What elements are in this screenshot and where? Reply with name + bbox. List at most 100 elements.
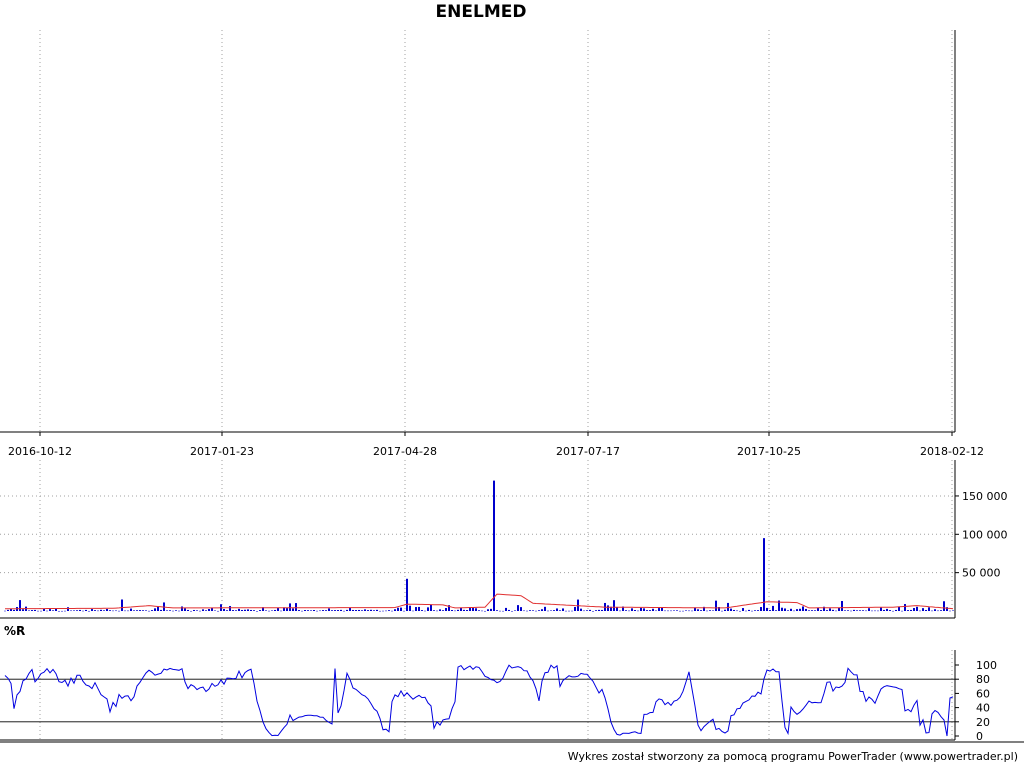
volume-bar xyxy=(928,607,930,611)
volume-bar xyxy=(553,610,555,611)
volume-bar xyxy=(109,610,111,611)
volume-bar xyxy=(151,610,153,611)
volume-bar xyxy=(319,610,321,612)
volume-bar xyxy=(112,610,114,612)
volume-bar xyxy=(949,610,951,612)
volume-bar xyxy=(322,610,324,611)
volume-bar xyxy=(418,606,420,611)
volume-bar xyxy=(706,610,708,612)
volume-bar xyxy=(457,609,459,611)
volume-tick-label: 150 000 xyxy=(962,490,1008,503)
volume-bar xyxy=(640,607,642,611)
volume-bar xyxy=(304,610,306,611)
volume-bar xyxy=(892,610,894,612)
volume-bar xyxy=(544,606,546,611)
volume-bar xyxy=(535,610,537,612)
volume-bar xyxy=(778,600,780,611)
volume-bar xyxy=(676,610,678,611)
volume-bar xyxy=(733,609,735,611)
volume-bar xyxy=(946,607,948,611)
volume-bar xyxy=(727,602,729,611)
volume-bar xyxy=(289,603,291,611)
volume-bar xyxy=(871,610,873,612)
volume-bar xyxy=(88,610,90,612)
volume-bar xyxy=(745,610,747,612)
volume-bar xyxy=(442,610,444,611)
volume-bar xyxy=(205,610,207,611)
volume-bar xyxy=(250,609,252,611)
volume-bar xyxy=(79,609,81,611)
volume-bar xyxy=(226,610,228,611)
volume-bar xyxy=(148,610,150,612)
volume-bar xyxy=(313,610,315,611)
volume-bar xyxy=(742,608,744,611)
volume-bar xyxy=(427,607,429,611)
volume-bar xyxy=(274,609,276,611)
volume-bar xyxy=(460,607,462,611)
volume-bar xyxy=(4,610,6,612)
volume-bar xyxy=(952,610,954,611)
volume-bar xyxy=(334,610,336,611)
volume-bar xyxy=(610,606,612,611)
volume-bar xyxy=(529,610,531,611)
volume-bar xyxy=(64,610,66,612)
volume-bar xyxy=(760,607,762,611)
volume-bar xyxy=(538,610,540,611)
volume-bar xyxy=(337,610,339,611)
volume-bar xyxy=(172,610,174,612)
volume-bar xyxy=(475,608,477,611)
volume-bar xyxy=(541,609,543,611)
volume-bar xyxy=(448,605,450,611)
volume-bar xyxy=(55,608,57,611)
volume-bar xyxy=(649,610,651,611)
volume-bar xyxy=(904,604,906,611)
volume-bar xyxy=(409,605,411,611)
volume-bar xyxy=(487,609,489,611)
volume-bar xyxy=(514,610,516,611)
volume-bar xyxy=(616,607,618,611)
volume-bar xyxy=(841,601,843,611)
volume-bar xyxy=(721,610,723,612)
volume-bar xyxy=(193,609,195,611)
volume-bar xyxy=(388,610,390,611)
volume-bar xyxy=(883,609,885,611)
volume-bar xyxy=(436,610,438,612)
volume-bar xyxy=(157,606,159,611)
volume-bar xyxy=(43,608,45,611)
volume-bar xyxy=(310,610,312,611)
x-tick-label: 2018-02-12 xyxy=(920,445,984,458)
volume-bar xyxy=(7,609,9,611)
volume-bar xyxy=(922,608,924,611)
volume-bar xyxy=(340,609,342,611)
volume-bar xyxy=(907,610,909,611)
volume-bar xyxy=(796,609,798,611)
volume-bar xyxy=(805,608,807,611)
volume-bar xyxy=(421,610,423,611)
volume-bar xyxy=(496,610,498,611)
volume-bar xyxy=(85,609,87,611)
volume-bar xyxy=(847,610,849,611)
volume-bar xyxy=(910,609,912,611)
volume-bar xyxy=(724,609,726,611)
volume-bar xyxy=(763,538,765,611)
volume-bar xyxy=(895,609,897,611)
x-tick-label: 2016-10-12 xyxy=(8,445,72,458)
volume-bar xyxy=(631,608,633,611)
volume-bar xyxy=(175,610,177,611)
volume-bar xyxy=(697,609,699,611)
volume-bar xyxy=(688,610,690,612)
volume-bar xyxy=(385,610,387,612)
volume-bar xyxy=(13,609,15,611)
volume-bar xyxy=(121,599,123,611)
volume-bar xyxy=(451,610,453,611)
volume-bar xyxy=(130,608,132,611)
volume-bar xyxy=(508,609,510,611)
volume-bar xyxy=(646,610,648,611)
volume-bar xyxy=(790,608,792,611)
wr-tick-label: 0 xyxy=(976,730,983,743)
volume-bar xyxy=(238,608,240,611)
volume-bar xyxy=(844,610,846,611)
volume-bar xyxy=(262,607,264,611)
volume-bar xyxy=(811,610,813,611)
volume-bar xyxy=(643,608,645,611)
